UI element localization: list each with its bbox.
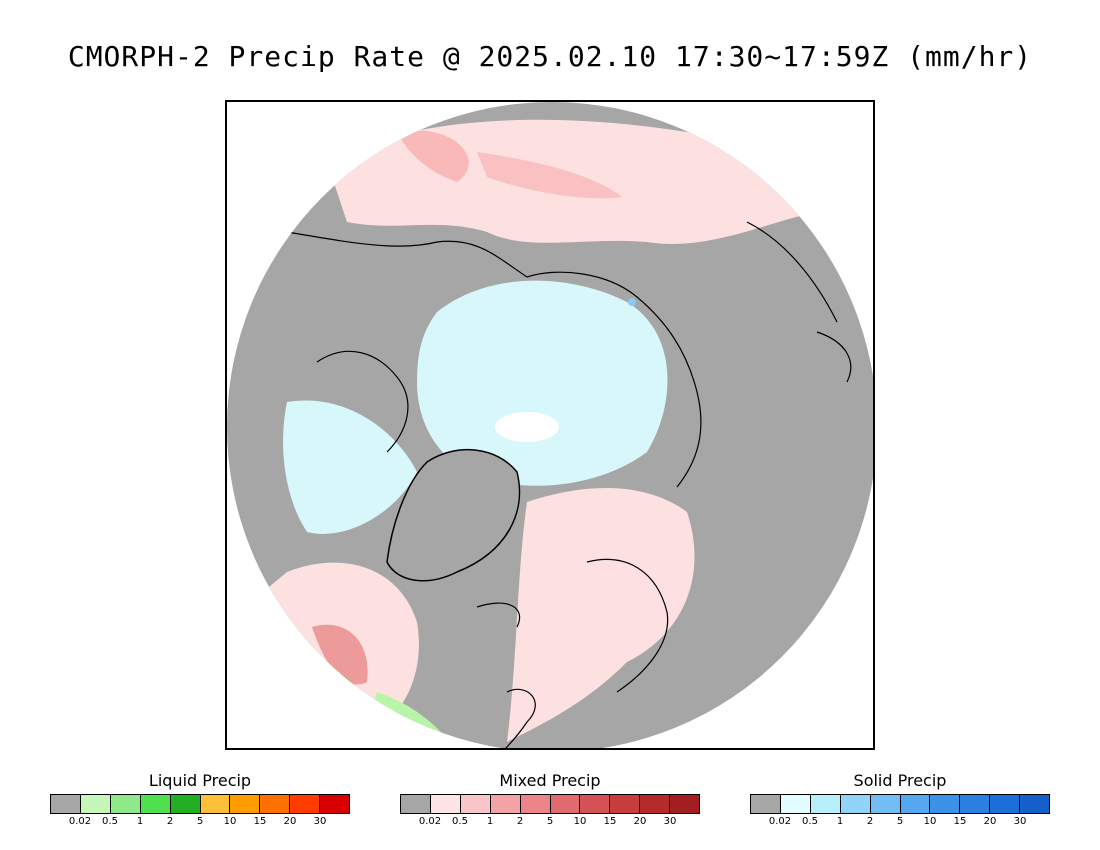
- legend-swatch: [230, 795, 261, 813]
- legend-solid-title: Solid Precip: [853, 771, 947, 790]
- pole-ice-core: [495, 412, 559, 442]
- legend-tick-label: 5: [896, 816, 904, 827]
- mixed-precip-region-norway-sea: [507, 488, 695, 742]
- legend-swatch: [670, 795, 700, 813]
- legend-swatch: [810, 795, 841, 813]
- legend-mixed-title: Mixed Precip: [499, 771, 601, 790]
- legend-swatch: [170, 795, 201, 813]
- legend-swatch: [520, 795, 551, 813]
- arctic-ice-region: [417, 280, 668, 486]
- chart-title: CMORPH-2 Precip Rate @ 2025.02.10 17:30~…: [67, 40, 1033, 73]
- legend-swatch: [110, 795, 141, 813]
- legend-tick-label: 15: [603, 816, 617, 827]
- legend-tick-label: 1: [836, 816, 844, 827]
- legend-solid-swatches: [750, 794, 1050, 814]
- legend-liquid: Liquid Precip 0.02 0.5 1 2 5 10 15 20 30: [50, 772, 350, 828]
- legend-tick-label: 0.02: [68, 816, 92, 827]
- legend-swatch: [870, 795, 901, 813]
- legend-swatch: [960, 795, 991, 813]
- legend-tick-label: 2: [166, 816, 174, 827]
- legend-tick-label: 10: [573, 816, 587, 827]
- mixed-precip-band: [397, 130, 469, 182]
- legend-liquid-swatches: [50, 794, 350, 814]
- mixed-precip-core: [312, 624, 368, 685]
- legend-tick-label: 5: [546, 816, 554, 827]
- polar-map: [225, 100, 875, 750]
- legend-swatch: [490, 795, 521, 813]
- legend-swatch: [320, 795, 350, 813]
- legend-tick-label: 20: [633, 816, 647, 827]
- legend-solid-ticks: 0.02 0.5 1 2 5 10 15 20 30: [750, 814, 1050, 828]
- legend-swatch: [610, 795, 641, 813]
- solid-precip-spot: [628, 298, 636, 306]
- legend-tick-label: 30: [663, 816, 677, 827]
- legend-swatch: [140, 795, 171, 813]
- legend-tick-label: 0.5: [802, 816, 818, 827]
- legend-mixed-swatches: [400, 794, 700, 814]
- legend-swatch: [200, 795, 231, 813]
- legend-tick-label: 0.5: [452, 816, 468, 827]
- legend-swatch: [751, 795, 781, 813]
- ice-extension-west: [283, 400, 417, 534]
- coastlines: [286, 221, 852, 748]
- legend-tick-label: 15: [253, 816, 267, 827]
- legend-tick-label: 0.5: [102, 816, 118, 827]
- legend-swatch: [580, 795, 611, 813]
- mixed-precip-region-atlantic: [227, 562, 419, 748]
- legend-swatch: [550, 795, 581, 813]
- legend-tick-label: 20: [283, 816, 297, 827]
- legend-tick-label: 30: [1013, 816, 1027, 827]
- legend-tick-label: 10: [223, 816, 237, 827]
- legend-tick-label: 10: [923, 816, 937, 827]
- legend-tick-label: 2: [866, 816, 874, 827]
- legend-liquid-title: Liquid Precip: [148, 771, 252, 790]
- legend-swatch: [401, 795, 431, 813]
- legend-swatch: [460, 795, 491, 813]
- legend-tick-label: 20: [983, 816, 997, 827]
- legend-swatch: [430, 795, 461, 813]
- legend-swatch: [260, 795, 291, 813]
- legend-swatch: [840, 795, 871, 813]
- legend-tick-label: 0.02: [418, 816, 442, 827]
- legend-liquid-ticks: 0.02 0.5 1 2 5 10 15 20 30: [50, 814, 350, 828]
- legend-solid: Solid Precip 0.02 0.5 1 2 5 10 15 20 30: [750, 772, 1050, 828]
- legend-swatch: [290, 795, 321, 813]
- legend-swatch: [640, 795, 671, 813]
- legend-tick-label: 2: [516, 816, 524, 827]
- legend-tick-label: 0.02: [768, 816, 792, 827]
- legend-swatch: [900, 795, 931, 813]
- legend-tick-label: 30: [313, 816, 327, 827]
- legend-tick-label: 1: [486, 816, 494, 827]
- legend-swatch: [51, 795, 81, 813]
- legend-tick-label: 5: [196, 816, 204, 827]
- legend-mixed: Mixed Precip 0.02 0.5 1 2 5 10 15 20 30: [400, 772, 700, 828]
- legend-swatch: [990, 795, 1021, 813]
- legend-swatch: [1020, 795, 1050, 813]
- legend-tick-label: 1: [136, 816, 144, 827]
- legend-mixed-ticks: 0.02 0.5 1 2 5 10 15 20 30: [400, 814, 700, 828]
- precip-map-svg: [227, 102, 873, 748]
- legend-tick-label: 15: [953, 816, 967, 827]
- greenland: [386, 449, 521, 582]
- legend-swatch: [930, 795, 961, 813]
- mixed-precip-arc: [477, 152, 622, 199]
- legend-swatch: [780, 795, 811, 813]
- legend-swatch: [80, 795, 111, 813]
